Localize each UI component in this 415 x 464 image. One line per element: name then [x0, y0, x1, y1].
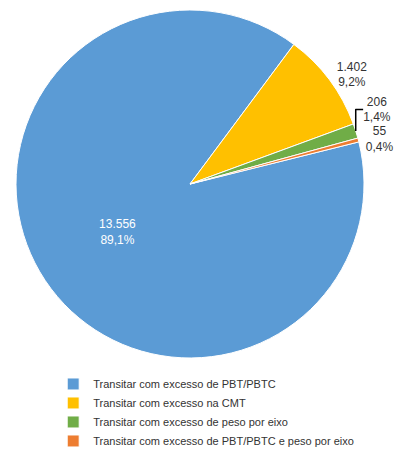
svg-text:Transitar com excesso de PBT/P: Transitar com excesso de PBT/PBTC e peso… — [93, 435, 354, 447]
svg-text:550,4%: 550,4% — [366, 124, 394, 154]
svg-text:Transitar com excesso de PBT/P: Transitar com excesso de PBT/PBTC — [93, 378, 275, 390]
svg-text:13.55689,1%: 13.55689,1% — [99, 217, 136, 247]
svg-text:Transitar com excesso de peso: Transitar com excesso de peso por eixo — [93, 416, 288, 428]
svg-text:Transitar com excesso na CMT: Transitar com excesso na CMT — [93, 397, 246, 409]
svg-text:2061,4%: 2061,4% — [363, 95, 391, 125]
svg-text:1.4029,2%: 1.4029,2% — [337, 60, 367, 90]
